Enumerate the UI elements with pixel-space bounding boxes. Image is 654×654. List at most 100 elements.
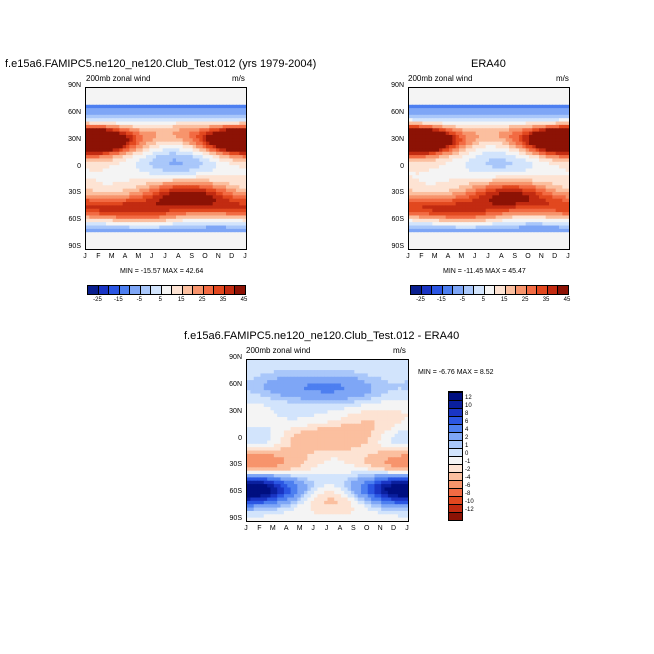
heatmap-cell [462,245,467,249]
heatmap-cell [106,222,110,227]
heatmap-cell [525,238,530,243]
heatmap-cell [92,155,97,160]
heatmap-cell [492,198,497,203]
heatmap-cell [156,165,160,170]
heatmap-cell [219,218,224,223]
heatmap-cell [539,158,543,163]
heatmap-cell [394,363,399,368]
heatmap-cell [202,131,207,136]
heatmap-cell [529,104,533,109]
heatmap-cell [505,121,510,126]
heatmap-cell [152,134,157,139]
heatmap-cell [505,202,510,206]
heatmap-cell [242,128,246,133]
heatmap-cell [232,235,237,240]
heatmap-cell [539,171,543,176]
heatmap-cell [549,91,553,96]
heatmap-cell [495,208,500,213]
heatmap-cell [445,128,450,133]
heatmap-cell [89,202,94,206]
heatmap-cell [116,104,120,109]
heatmap-cell [106,158,110,163]
heatmap-cell [126,178,130,183]
heatmap-cell [502,235,507,240]
heatmap-cell [219,215,224,220]
heatmap-cell [169,181,174,186]
heatmap-cell [512,145,517,149]
heatmap-cell [92,195,97,200]
heatmap-cell [529,121,533,126]
heatmap-cell [529,188,533,193]
heatmap-cell [485,118,490,123]
heatmap-cell [469,205,473,210]
heatmap-cell [509,138,513,143]
heatmap-cell [549,134,553,139]
heatmap-cell [96,111,100,116]
heatmap-cell [186,111,190,116]
heatmap-cell [119,181,124,186]
heatmap-cell [452,98,457,103]
heatmap-cell [219,121,224,126]
heatmap-cell [542,108,547,113]
heatmap-cell [89,155,94,160]
heatmap-cell [186,128,190,133]
heatmap-cell [409,235,413,240]
heatmap-cell [412,202,417,206]
heatmap-cell [86,94,90,99]
heatmap-cell [505,185,510,190]
heatmap-cell [116,101,120,106]
heatmap-cell [419,198,423,203]
colorbar-swatch [432,286,443,294]
heatmap-cell [126,198,130,203]
heatmap-cell [202,108,207,113]
heatmap-cell [489,205,493,210]
heatmap-cell [96,124,100,129]
heatmap-cell [542,235,547,240]
heatmap-cell [112,134,117,139]
heatmap-cell [219,138,224,143]
heatmap-cell [409,94,413,99]
heatmap-cell [412,118,417,123]
heatmap-cell [552,91,557,96]
heatmap-cell [525,181,530,186]
heatmap-cell [189,205,194,210]
heatmap-cell [212,165,217,170]
heatmap-cell [129,242,134,247]
heatmap-cell [202,245,207,249]
heatmap-cell [156,101,160,106]
heatmap-cell [364,366,369,371]
heatmap-cell [522,181,527,186]
heatmap-cell [159,185,164,190]
heatmap-cell [522,145,527,149]
heatmap-cell [109,121,114,126]
heatmap-cell [412,88,417,92]
heatmap-cell [409,181,413,186]
heatmap-cell [159,108,164,113]
heatmap-cell [142,195,147,200]
heatmap-cell [179,208,184,213]
heatmap-cell [449,198,453,203]
heatmap-cell [212,232,217,237]
heatmap-cell [122,181,127,186]
heatmap-cell [152,161,157,166]
heatmap-cell [109,222,114,227]
heatmap-cell [559,171,563,176]
heatmap-cell [86,188,90,193]
heatmap-cell [522,134,527,139]
heatmap-cell [445,228,450,233]
heatmap-cell [542,225,547,230]
heatmap-cell [219,124,224,129]
heatmap-cell [239,104,244,109]
heatmap-cell [542,161,547,166]
heatmap-cell [112,238,117,243]
heatmap-cell [242,212,246,217]
heatmap-cell [472,111,477,116]
heatmap-cell [226,225,230,230]
heatmap-cell [435,118,440,123]
heatmap-cell [229,91,234,96]
heatmap-cell [435,128,440,133]
heatmap-cell [192,222,197,227]
heatmap-cell [485,188,490,193]
heatmap-cell [229,88,234,92]
heatmap-cell [465,232,470,237]
